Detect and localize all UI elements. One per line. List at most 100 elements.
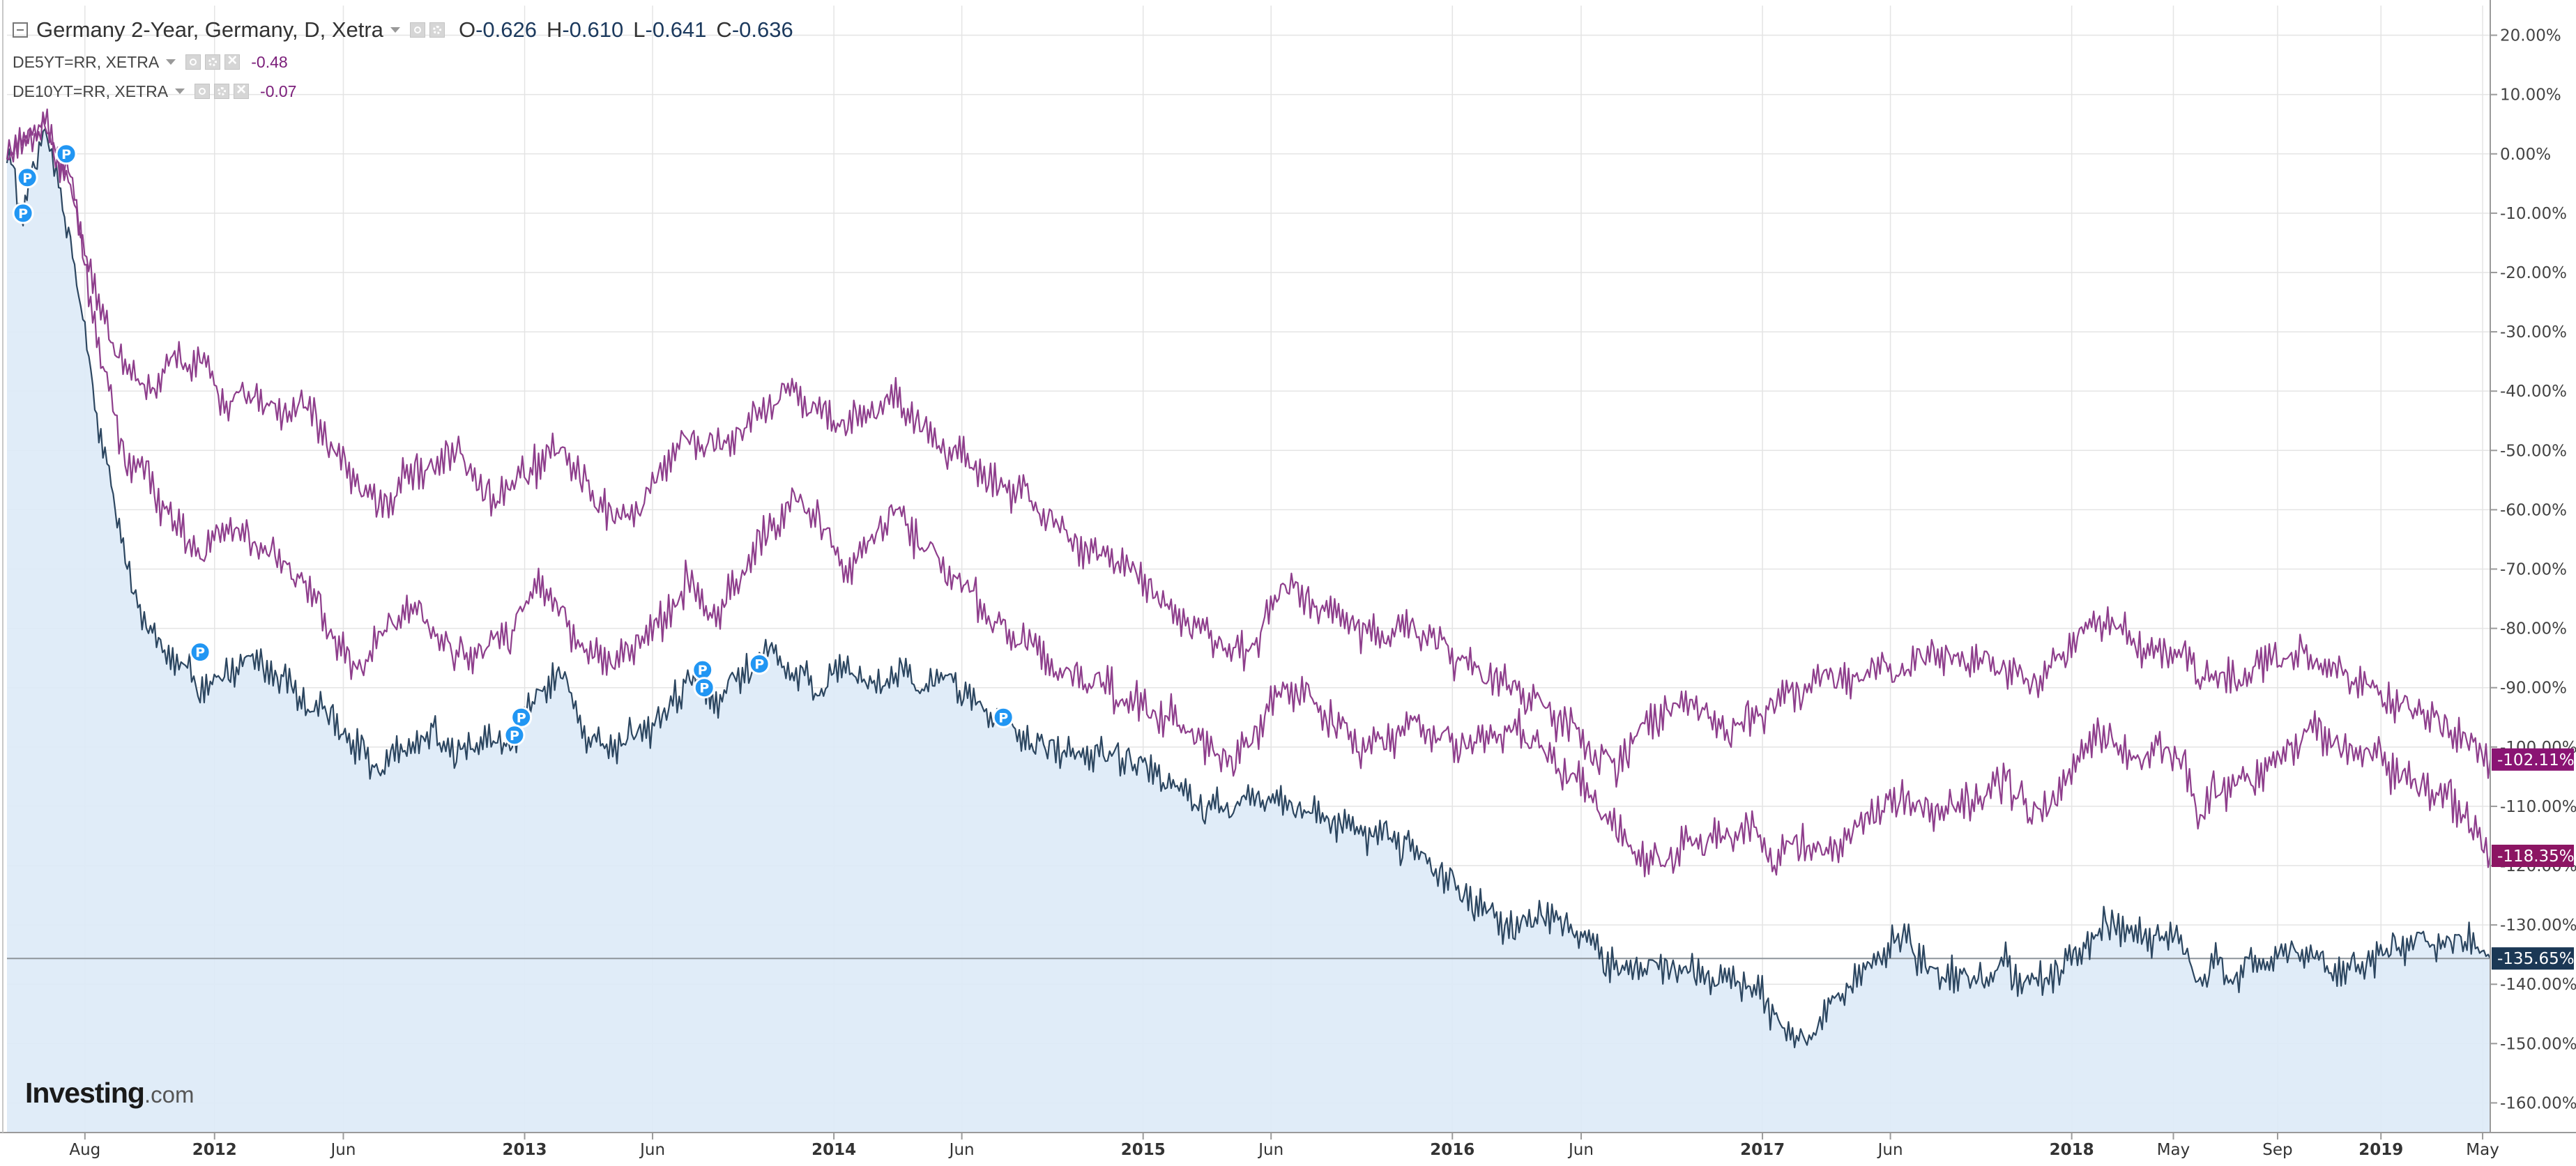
- close-label: C: [716, 17, 732, 42]
- logo-brand: Investing: [25, 1077, 145, 1109]
- x-tick-label: Jun: [1257, 1141, 1283, 1159]
- y-tick-label: -90.00%: [2500, 680, 2567, 698]
- high-value: -0.610: [562, 17, 624, 42]
- chevron-down-icon[interactable]: [166, 59, 176, 65]
- chevron-down-icon[interactable]: [175, 89, 185, 94]
- y-tick-label: -80.00%: [2500, 620, 2567, 638]
- close-icon[interactable]: [224, 51, 241, 70]
- chevron-down-icon[interactable]: [390, 27, 400, 33]
- eye-icon[interactable]: [409, 22, 425, 38]
- price-tag-box: [2492, 748, 2574, 771]
- x-tick-label: 2017: [1740, 1141, 1785, 1159]
- marker-circle: [503, 724, 526, 746]
- event-marker: P: [693, 677, 715, 699]
- logo-suffix: .com: [144, 1082, 195, 1107]
- y-tick-label: -110.00%: [2500, 798, 2576, 816]
- event-marker: P: [992, 706, 1014, 728]
- legend-main-row: Germany 2-Year, Germany, D, Xetra O -0.6…: [13, 13, 793, 47]
- marker-label: P: [517, 710, 526, 726]
- eye-icon[interactable]: [195, 84, 211, 99]
- legend-compare-row-10y: DE10YT=RR, XETRA -0.07: [13, 77, 793, 106]
- x-tick-label: 2016: [1430, 1141, 1474, 1159]
- y-tick-label: 0.00%: [2500, 146, 2551, 164]
- x-tick-label: May: [2466, 1141, 2499, 1159]
- event-marker: P: [16, 167, 38, 189]
- marker-label: P: [998, 710, 1008, 726]
- y-tick-label: -70.00%: [2500, 561, 2567, 579]
- event-marker: P: [503, 724, 526, 746]
- price-tags: -135.65% -118.35% -102.11%: [2492, 748, 2575, 970]
- marker-circle: [992, 706, 1014, 728]
- low-label: L: [633, 17, 646, 42]
- y-tick-label: -130.00%: [2500, 916, 2576, 935]
- y-tick-label: -150.00%: [2500, 1035, 2576, 1053]
- x-tick-label: 2019: [2358, 1141, 2403, 1159]
- x-tick-label: 2013: [503, 1141, 547, 1159]
- marker-circle: [189, 641, 211, 663]
- marker-label: P: [61, 147, 71, 162]
- legend: Germany 2-Year, Germany, D, Xetra O -0.6…: [13, 13, 793, 106]
- marker-circle: [55, 143, 77, 165]
- main-area-fill: [7, 128, 2490, 1133]
- price-tag-label: -118.35%: [2497, 847, 2575, 866]
- y-tick-label: -60.00%: [2500, 501, 2567, 519]
- legend-compare-5y-name[interactable]: DE5YT=RR, XETRA: [13, 52, 160, 71]
- marker-label: P: [510, 728, 519, 744]
- price-tag: -102.11%: [2492, 748, 2575, 771]
- collapse-icon[interactable]: [13, 22, 28, 38]
- x-tick-label: 2015: [1121, 1141, 1166, 1159]
- marker-label: P: [22, 171, 32, 186]
- price-tag: -118.35%: [2492, 844, 2575, 867]
- x-tick-label: Sep: [2262, 1141, 2292, 1159]
- marker-label: P: [754, 657, 764, 673]
- x-tick-label: Aug: [69, 1141, 100, 1159]
- event-marker: P: [189, 641, 211, 663]
- y-tick-label: 20.00%: [2500, 27, 2561, 45]
- open-value: -0.626: [475, 17, 537, 42]
- y-tick-label: -30.00%: [2500, 323, 2567, 342]
- gear-icon[interactable]: [214, 84, 230, 99]
- gear-icon[interactable]: [205, 54, 221, 70]
- y-tick-label: 10.00%: [2500, 86, 2561, 105]
- marker-circle: [748, 653, 770, 675]
- x-tick-label: 2014: [811, 1141, 856, 1159]
- y-tick-label: -140.00%: [2500, 976, 2576, 994]
- low-value: -0.641: [645, 17, 707, 42]
- series-line-de2y: [6, 128, 2491, 1049]
- legend-compare-5y-value: -0.48: [251, 52, 288, 71]
- legend-main-title[interactable]: Germany 2-Year, Germany, D, Xetra: [36, 17, 383, 42]
- x-tick-label: May: [2157, 1141, 2190, 1159]
- price-tag: -135.65%: [2492, 947, 2575, 970]
- price-tag-label: -102.11%: [2497, 751, 2575, 769]
- event-marker: P: [748, 653, 770, 675]
- open-label: O: [458, 17, 476, 42]
- x-tick-label: Jun: [639, 1141, 665, 1159]
- price-tag-box: [2492, 844, 2574, 867]
- marker-circle: [693, 677, 715, 699]
- x-tick-label: Jun: [329, 1141, 356, 1159]
- series-line-de5y: [6, 108, 2492, 877]
- event-marker: P: [55, 143, 77, 165]
- y-tick-label: -160.00%: [2500, 1094, 2576, 1112]
- y-tick-label: -50.00%: [2500, 442, 2567, 460]
- x-tick-label: Jun: [948, 1141, 975, 1159]
- marker-label: P: [699, 681, 709, 696]
- high-label: H: [546, 17, 563, 42]
- marker-circle: [12, 202, 34, 224]
- event-marker: P: [510, 706, 533, 728]
- close-icon[interactable]: [234, 80, 250, 100]
- event-marker: P: [692, 659, 714, 681]
- legend-compare-row-5y: DE5YT=RR, XETRA -0.48: [13, 47, 793, 77]
- eye-icon[interactable]: [185, 54, 201, 70]
- marker-label: P: [18, 206, 28, 222]
- marker-label: P: [698, 663, 708, 678]
- y-tick-label: -10.00%: [2500, 205, 2567, 223]
- y-tick-label: -20.00%: [2500, 264, 2567, 282]
- marker-circle: [16, 167, 38, 189]
- legend-compare-10y-name[interactable]: DE10YT=RR, XETRA: [13, 82, 169, 100]
- series-lines: [6, 108, 2492, 1049]
- gear-icon[interactable]: [429, 22, 445, 38]
